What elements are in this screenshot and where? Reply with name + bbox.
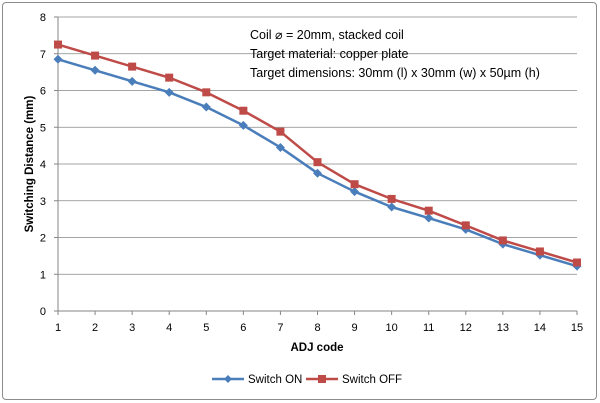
legend-diamond-marker (224, 375, 232, 383)
data-point-switch-off (165, 73, 174, 82)
legend-label-switch-on: Switch ON (248, 374, 302, 386)
y-axis-ticks: 0 1 2 3 4 5 6 7 8 (40, 12, 46, 318)
y-tick-label: 7 (40, 49, 46, 61)
data-point-switch-on (127, 76, 137, 86)
data-point-switch-off (350, 180, 359, 189)
x-tick-label: 11 (423, 322, 434, 334)
data-point-switch-on (350, 187, 360, 197)
y-tick-label: 3 (40, 196, 46, 208)
x-tick-label: 6 (240, 322, 246, 334)
x-axis-title: ADJ code (290, 342, 343, 354)
x-tick-label: 7 (277, 322, 283, 334)
data-point-switch-off (313, 158, 322, 167)
y-tick-label: 5 (40, 122, 46, 134)
y-tick-label: 6 (40, 86, 46, 98)
annotation-target-material: Target material: copper plate (250, 47, 408, 61)
y-axis-title: Switching Distance (mm) (24, 95, 36, 232)
x-tick-label: 13 (497, 322, 509, 334)
x-tick-label: 10 (386, 322, 398, 334)
data-point-switch-off (54, 40, 62, 49)
data-point-switch-on (424, 213, 434, 223)
gridlines (58, 16, 577, 275)
x-tick-label: 14 (534, 322, 546, 334)
data-point-switch-off (202, 88, 211, 97)
data-point-switch-on (90, 65, 100, 75)
data-point-switch-off (535, 247, 544, 256)
data-point-switch-on (238, 120, 248, 130)
y-tick-label: 8 (40, 12, 46, 24)
y-tick-label: 4 (40, 159, 46, 171)
data-point-switch-on (53, 54, 63, 64)
x-tick-label: 12 (460, 322, 472, 334)
data-point-switch-off (128, 62, 137, 71)
data-point-switch-on (164, 87, 174, 97)
data-point-switch-off (91, 51, 100, 60)
x-tick-label: 8 (314, 322, 320, 334)
annotation-coil: Coil ⌀ = 20mm, stacked coil (250, 28, 404, 42)
data-point-switch-on (201, 102, 211, 112)
x-tick-label: 5 (203, 322, 209, 334)
x-tick-label: 3 (129, 322, 135, 334)
legend-label-switch-off: Switch OFF (342, 374, 402, 386)
data-series (53, 40, 582, 271)
x-tick-label: 1 (55, 322, 61, 334)
y-tick-label: 1 (40, 269, 46, 281)
data-point-switch-off (573, 258, 581, 267)
x-axis-ticks: 1 2 3 4 5 6 7 8 9 10 11 12 13 14 15 (55, 322, 583, 334)
annotation-block: Coil ⌀ = 20mm, stacked coil Target mater… (250, 28, 540, 80)
data-point-switch-off (387, 194, 396, 203)
annotation-target-dimensions: Target dimensions: 30mm (l) x 30mm (w) x… (250, 66, 540, 80)
x-tick-label: 4 (166, 322, 172, 334)
legend-item-switch-on[interactable]: Switch ON (212, 374, 302, 386)
legend-item-switch-off[interactable]: Switch OFF (306, 374, 402, 386)
data-point-switch-off (276, 127, 285, 136)
y-tick-label: 0 (40, 306, 46, 318)
data-point-switch-off (498, 236, 507, 245)
axes (54, 16, 578, 315)
y-tick-label: 2 (40, 233, 46, 245)
data-point-switch-off (239, 106, 248, 115)
data-point-switch-on (313, 168, 322, 178)
legend-square-marker (318, 375, 326, 383)
legend: Switch ON Switch OFF (212, 374, 402, 386)
data-point-switch-off (424, 206, 433, 215)
x-tick-label: 2 (92, 322, 98, 334)
data-point-switch-on (387, 202, 397, 212)
data-point-switch-on (275, 142, 285, 152)
data-point-switch-off (461, 221, 470, 230)
x-tick-label: 15 (571, 322, 583, 334)
x-tick-label: 9 (352, 322, 358, 334)
